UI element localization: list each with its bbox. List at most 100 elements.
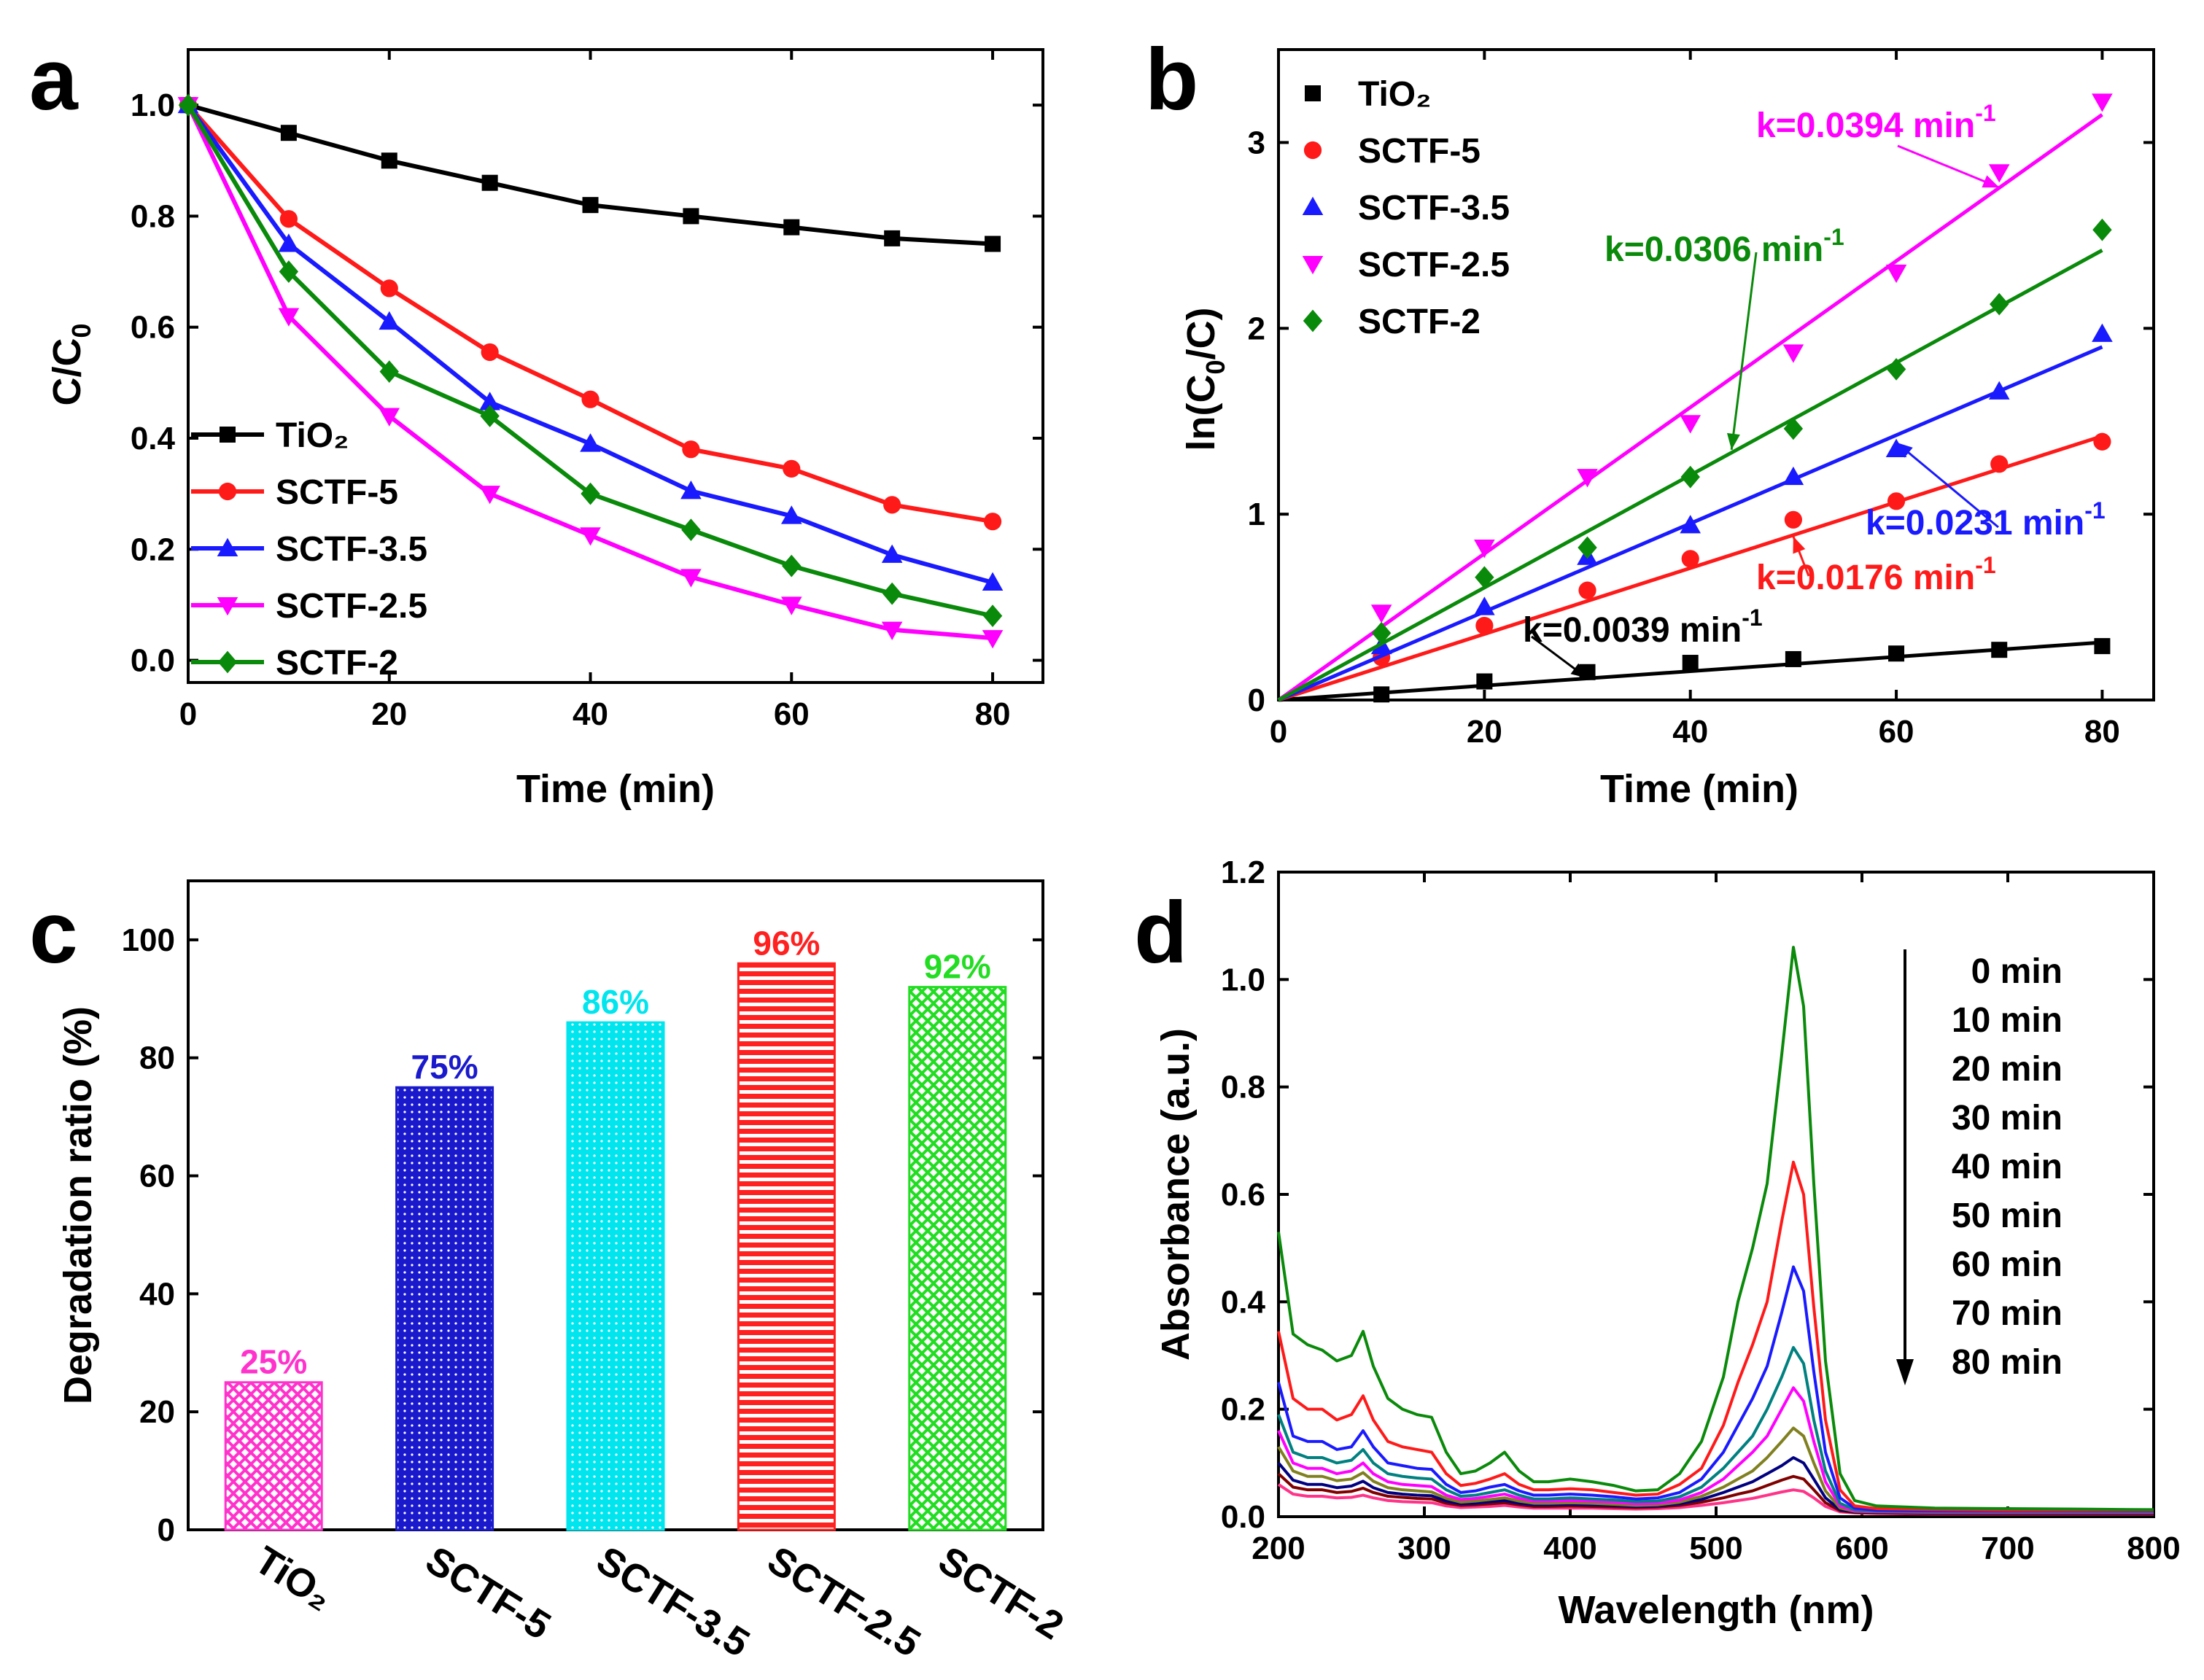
bar-sctf-2: 92% SCTF-2 [908,948,1071,1648]
data-point [683,208,699,225]
panel-b-frame [1277,48,2155,701]
legend-marker [1302,256,1324,275]
annotation-sctf-2-5: k=0.0394 min-1 [1756,100,2000,189]
k-label: k=0.0306 min-1 [1605,224,1844,269]
data-point [481,343,499,362]
x-tick-label: 400 [1543,1531,1596,1566]
data-point [481,174,498,191]
k-unit-sup: -1 [1823,224,1844,250]
arrowhead [1726,432,1740,450]
annotation-sctf-3-5: k=0.0231 min-1 [1866,441,2106,542]
legend-label: 40 min [1952,1148,2063,1186]
panel-d-label: d [1134,884,1187,981]
panel-c-label: c [29,884,78,981]
legend-label: SCTF-2.5 [1358,246,1510,284]
series-sctf-3-5 [1278,323,2113,702]
data-point [783,459,801,478]
y-tick-label: 1 [1248,497,1265,532]
bar-value-label: 92% [924,948,991,986]
y-tick-label: 0.0 [1221,1499,1265,1535]
panel-c: c 0 20 40 60 80 100 25% TiO₂ 75% SCTF-5 86% SCTF-3… [29,879,1071,1665]
legend-label: SCTF-5 [1358,132,1481,171]
bar [737,962,836,1531]
legend-label: SCTF-5 [276,473,398,512]
data-point [1990,455,2009,473]
x-tick-label: 20 [371,696,407,732]
legend-label: 30 min [1952,1099,2063,1138]
panel-d-legend: 0 min 10 min 20 min 30 min 40 min 50 min 60 mi… [1896,949,2063,1385]
data-point [580,433,601,452]
bar-value-label: 75% [411,1048,478,1086]
data-point [1784,510,1802,529]
panel-b-axes: 0 20 40 60 80 0 1 2 3 [1248,50,2154,750]
data-point [381,152,397,169]
bar-sctf-3-5: 86% SCTF-3.5 [566,983,757,1665]
legend-label: TiO₂ [1358,75,1431,114]
data-point [178,93,198,117]
annotation-sctf-2: k=0.0306 min-1 [1605,224,1844,451]
data-point [2092,323,2113,342]
arrowhead [1570,663,1588,679]
bar [395,1086,494,1531]
data-point [1681,550,1699,568]
data-point [985,236,1001,252]
y-tick-label: 0.8 [131,198,175,234]
legend-label: 20 min [1952,1050,2063,1089]
data-point [1680,465,1700,489]
data-point [1475,616,1494,635]
panel-b-annotations: k=0.0039 min-1 k=0.0176 min-1 k=0.0231 min… [1523,100,2106,680]
data-point [581,482,600,505]
legend-marker [1302,196,1324,215]
panel-b-ylabel-pre: ln(C [1179,375,1223,451]
data-point [2092,218,2112,241]
panel-b-xlabel: Time (min) [1600,767,1798,811]
data-point [983,513,1002,531]
time-arrowhead [1896,1359,1914,1385]
data-point [783,219,800,236]
x-category-label: TiO₂ [247,1538,341,1619]
legend-label: 0 min [1971,952,2063,991]
y-tick-label: 40 [139,1276,175,1312]
legend-marker [217,650,238,674]
y-tick-label: 0.8 [1221,1070,1265,1105]
data-point [1783,417,1804,440]
x-category-label: SCTF-5 [418,1538,558,1648]
panel-a-legend: TiO₂ SCTF-5 SCTF-3.5 SCTF-2.5 SCTF-2 [191,416,427,682]
y-tick-label: 0.4 [131,421,176,456]
legend-label: SCTF-2.5 [276,587,427,626]
bar-value-label: 25% [240,1343,307,1381]
spectrum-80-min [1277,1483,2154,1516]
k-label: k=0.0176 min-1 [1756,552,1996,597]
data-point [581,390,599,408]
data-point [582,197,599,214]
series-tio [180,97,1001,252]
y-tick-label: 80 [139,1041,175,1076]
spectrum-40-min [1277,1386,2154,1514]
bar-sctf-2-5: 96% SCTF-2.5 [737,924,928,1665]
data-point [982,630,1004,649]
panel-a: a 0 20 40 60 80 0.0 0.2 0.4 0.6 0.8 1.0 Time (min)… [29,31,1044,811]
data-point [1475,566,1494,589]
legend-marker [217,597,238,616]
data-point [884,230,901,246]
panel-b-ylabel-sub: 0 [1200,359,1230,374]
panel-c-bars: 25% TiO₂ 75% SCTF-586%SCTF-3.596%SCTF-2.592… [224,924,1071,1665]
y-tick-label: 0.6 [1221,1177,1265,1213]
data-point [982,604,1003,628]
data-point [881,544,903,563]
panel-a-ylabel-main: C/C [45,338,89,406]
legend-label: SCTF-3.5 [1358,189,1510,228]
y-tick-label: 0.2 [131,532,175,567]
legend-marker [217,537,238,556]
x-tick-label: 60 [774,696,810,732]
spectrum-50-min [1277,1426,2154,1514]
k-label: k=0.0039 min-1 [1523,604,1763,650]
x-tick-label: 600 [1835,1531,1888,1566]
y-tick-label: 60 [139,1159,175,1194]
data-point [278,233,300,252]
data-point [279,260,299,283]
legend-marker [1303,309,1323,332]
panel-a-ylabel: C/C0 [45,323,96,405]
y-tick-label: 2 [1248,311,1265,346]
